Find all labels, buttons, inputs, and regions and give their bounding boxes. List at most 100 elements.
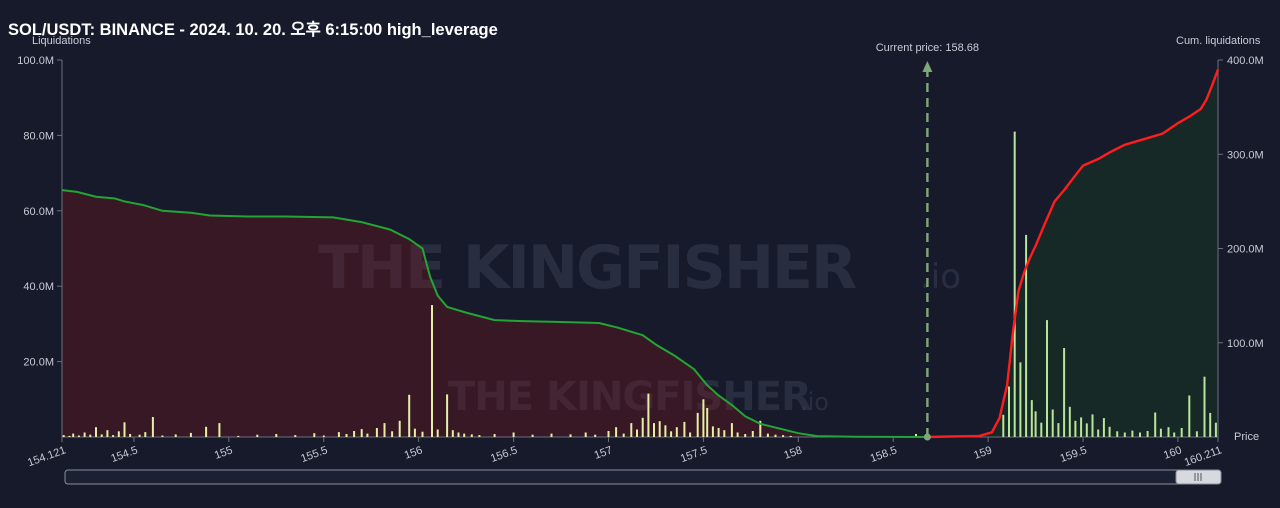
- liquidation-bar: [457, 432, 460, 437]
- y-tick-label: 60.0M: [23, 206, 54, 218]
- liquidation-bar: [689, 432, 692, 437]
- liquidation-bar: [1025, 234, 1028, 437]
- liquidation-bar: [751, 431, 754, 437]
- liquidation-bar: [123, 422, 126, 437]
- liquidation-bar: [161, 435, 164, 437]
- liquidation-bar: [256, 434, 259, 437]
- liquidation-bar: [112, 435, 115, 437]
- liquidation-bar: [696, 412, 699, 437]
- y2-tick-label: 100.0M: [1227, 338, 1264, 350]
- x-axis-title: Price: [1234, 431, 1259, 443]
- liquidation-bar: [1108, 426, 1111, 437]
- x-tick-label: 157: [593, 444, 614, 462]
- liquidation-bar: [313, 433, 316, 437]
- current-price-label: Current price: 158.68: [876, 42, 979, 54]
- liquidation-bar: [647, 393, 650, 437]
- watermark-suffix-large: .io: [920, 257, 961, 297]
- liquidation-bar: [1214, 422, 1217, 437]
- liquidation-bar: [366, 433, 369, 437]
- liquidation-bar: [1074, 420, 1077, 437]
- liquidation-bar: [1046, 320, 1048, 437]
- range-slider-grip-icon: [1194, 473, 1202, 481]
- liquidation-bar: [1123, 432, 1126, 437]
- liquidation-bar: [1034, 411, 1037, 437]
- x-tick-label: 156.5: [489, 444, 519, 465]
- y2-tick-label: 300.0M: [1227, 149, 1264, 161]
- y-tick-label: 80.0M: [23, 130, 54, 142]
- liquidation-bar: [766, 433, 769, 437]
- liquidation-bar: [431, 305, 433, 437]
- liquidation-bar: [83, 432, 86, 437]
- liquidation-bar: [106, 430, 109, 437]
- current-price-marker[interactable]: Current price: 158.68: [876, 42, 979, 441]
- liquidation-bar: [664, 425, 667, 437]
- liquidation-bar: [1102, 418, 1105, 437]
- x-tick-label: 157.5: [679, 444, 709, 465]
- x-tick-label: 154.121: [26, 444, 67, 469]
- liquidation-bar: [1188, 395, 1191, 437]
- y2-tick-label: 400.0M: [1227, 55, 1264, 67]
- liquidation-bar: [1085, 423, 1088, 437]
- liquidation-bar: [636, 429, 638, 437]
- liquidation-bar: [641, 417, 644, 437]
- liquidation-bar: [630, 423, 633, 437]
- x-tick-label: 160: [1162, 444, 1183, 462]
- liquidation-bar: [594, 434, 597, 437]
- liquidation-bar: [1063, 348, 1066, 437]
- liquidation-bar: [702, 399, 705, 437]
- cum-short-area: [927, 69, 1218, 438]
- liquidation-bar: [759, 420, 762, 437]
- x-tick-label: 155.5: [299, 444, 329, 465]
- liquidation-bar: [413, 428, 416, 437]
- cum-short-line: [927, 68, 1220, 439]
- liquidation-bar: [717, 428, 720, 437]
- liquidation-bar: [774, 434, 777, 437]
- liquidation-bar: [237, 435, 240, 437]
- liquidation-bar: [345, 434, 348, 437]
- liquidation-bar: [1057, 423, 1060, 437]
- x-axis-ticks: 154.121 154.5 155 155.5 156 156.5 157 157.5 158 1…: [26, 437, 1223, 469]
- liquidation-bar: [1180, 428, 1183, 437]
- liquidation-bar: [653, 423, 655, 437]
- liquidation-bar: [706, 408, 709, 437]
- range-slider-track[interactable]: [64, 469, 1222, 485]
- liquidation-bar: [675, 427, 678, 437]
- x-tick-label: 155: [213, 444, 234, 462]
- liquidation-bar: [1013, 131, 1016, 437]
- liquidation-bar: [1080, 417, 1083, 437]
- liquidation-bar: [1154, 412, 1157, 437]
- x-tick-label: 156: [403, 444, 424, 462]
- watermark-suffix-small: .io: [800, 388, 829, 416]
- x-tick-label: 154.5: [109, 444, 139, 465]
- liquidation-bar: [100, 434, 103, 437]
- liquidation-bar: [1030, 400, 1033, 437]
- liquidation-bar: [569, 434, 572, 437]
- y2-axis-title: Cum. liquidations: [1176, 35, 1261, 47]
- x-tick-label: 158: [782, 444, 803, 462]
- liquidation-bar: [337, 432, 340, 437]
- liquidation-bar: [275, 434, 278, 437]
- liquidation-bar: [174, 434, 177, 437]
- liquidation-bar: [89, 434, 92, 437]
- liquidation-bar: [408, 394, 411, 437]
- liquidation-bar: [421, 431, 424, 437]
- y-tick-label: 20.0M: [23, 357, 54, 369]
- liquidation-bar: [470, 434, 473, 437]
- liquidation-bar: [782, 435, 785, 437]
- liquidation-bar: [322, 435, 325, 437]
- liquidation-bar: [1209, 412, 1212, 437]
- watermark-small: THE KINGFISHER .io: [448, 374, 829, 420]
- liquidation-bar: [1068, 406, 1071, 437]
- liquidation-bar: [1051, 409, 1054, 437]
- liquidation-bar: [736, 432, 739, 437]
- liquidation-bar: [723, 430, 726, 437]
- liquidation-bar: [1019, 362, 1022, 437]
- y-axis-title: Liquidations: [32, 35, 91, 47]
- chart-title: SOL/USDT: BINANCE - 2024. 10. 20. 오후 6:1…: [8, 21, 498, 39]
- liquidation-bar: [62, 435, 65, 437]
- range-slider[interactable]: [64, 469, 1222, 485]
- watermark-large: THE KINGFISHER .io: [318, 233, 961, 303]
- liquidation-bar: [95, 427, 97, 437]
- current-price-arrow-icon: [922, 61, 933, 72]
